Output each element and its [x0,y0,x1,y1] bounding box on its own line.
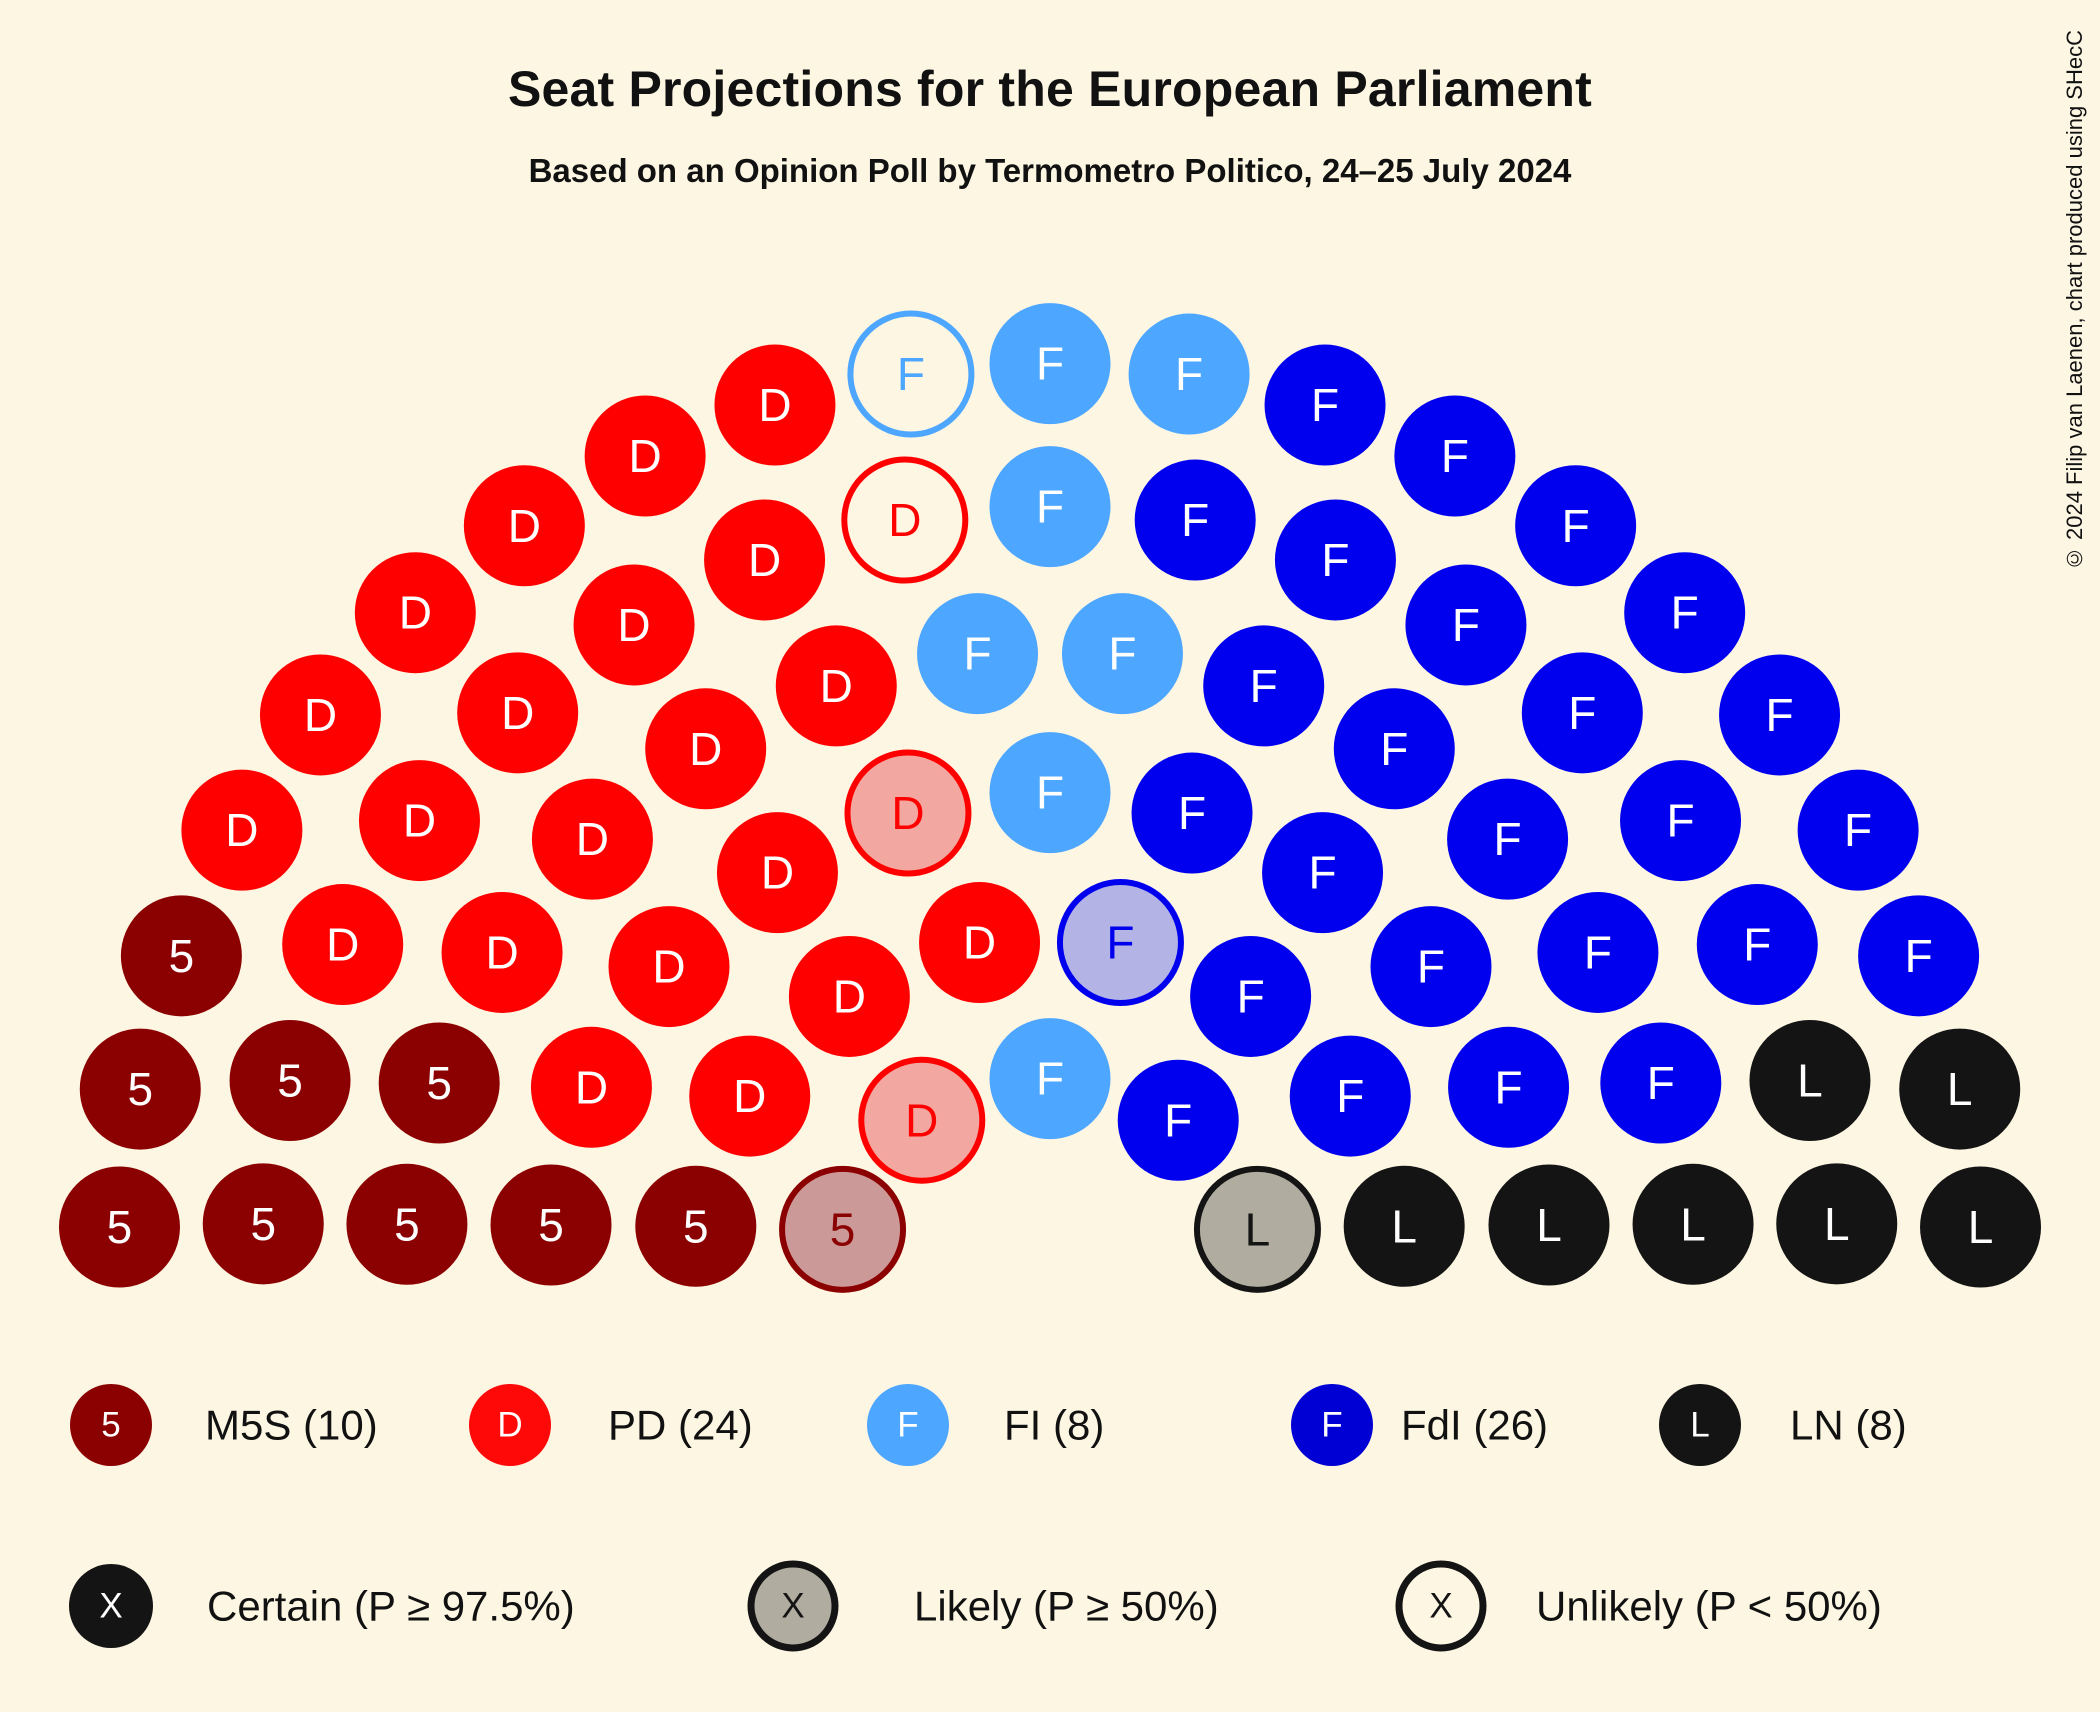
svg-text:FI (8): FI (8) [1004,1402,1104,1449]
svg-text:5: 5 [830,1203,856,1255]
svg-text:F: F [1380,723,1408,775]
svg-text:Likely (P ≥ 50%): Likely (P ≥ 50%) [914,1583,1219,1630]
svg-text:F: F [1584,926,1612,978]
svg-text:Certain (P ≥ 97.5%): Certain (P ≥ 97.5%) [207,1583,575,1630]
svg-text:D: D [833,970,866,1022]
svg-text:5: 5 [277,1055,303,1107]
svg-text:L: L [1797,1055,1823,1107]
svg-text:L: L [1680,1198,1706,1250]
svg-text:F: F [1743,919,1771,971]
svg-text:D: D [629,430,662,482]
svg-text:D: D [576,813,609,865]
svg-text:F: F [1036,767,1064,819]
svg-text:D: D [617,599,650,651]
svg-text:D: D [225,804,258,856]
svg-text:D: D [403,795,436,847]
svg-text:D: D [758,379,791,431]
svg-text:F: F [1175,348,1203,400]
svg-text:D: D [652,941,685,993]
svg-text:Unlikely (P < 50%): Unlikely (P < 50%) [1536,1583,1882,1630]
svg-text:D: D [891,787,924,839]
svg-text:D: D [733,1070,766,1122]
svg-text:5: 5 [394,1198,420,1250]
svg-text:F: F [1308,847,1336,899]
svg-text:F: F [963,628,991,680]
svg-text:F: F [1765,689,1793,741]
svg-text:F: F [1036,338,1064,390]
svg-text:F: F [1844,804,1872,856]
svg-text:D: D [501,687,534,739]
svg-text:D: D [399,587,432,639]
svg-text:F: F [1905,930,1933,982]
svg-text:D: D [689,723,722,775]
svg-text:D: D [888,494,921,546]
svg-text:D: D [485,926,518,978]
svg-text:F: F [1441,430,1469,482]
svg-text:5: 5 [107,1201,133,1253]
svg-text:5: 5 [250,1198,276,1250]
svg-text:F: F [897,348,925,400]
svg-text:X: X [1429,1587,1452,1626]
svg-text:F: F [1036,1053,1064,1105]
svg-text:L: L [1536,1199,1562,1251]
svg-text:F: F [1671,587,1699,639]
svg-text:D: D [575,1061,608,1113]
svg-text:F: F [1181,494,1209,546]
svg-text:D: D [820,660,853,712]
svg-text:F: F [1106,917,1134,969]
svg-text:D: D [326,919,359,971]
svg-text:F: F [1321,534,1349,586]
svg-text:D: D [905,1094,938,1146]
svg-text:L: L [1245,1203,1271,1255]
svg-text:F: F [1336,1070,1364,1122]
svg-text:F: F [1452,599,1480,651]
svg-text:5: 5 [683,1200,709,1252]
svg-text:5: 5 [426,1057,452,1109]
svg-text:F: F [1562,500,1590,552]
svg-text:FdI (26): FdI (26) [1401,1402,1548,1449]
svg-text:F: F [1417,941,1445,993]
svg-text:F: F [1494,813,1522,865]
svg-text:5: 5 [538,1199,564,1251]
svg-text:F: F [1108,628,1136,680]
svg-text:L: L [1391,1200,1417,1252]
svg-text:X: X [781,1587,804,1626]
svg-text:D: D [508,500,541,552]
svg-text:LN (8): LN (8) [1790,1402,1907,1449]
svg-text:L: L [1968,1201,1994,1253]
svg-text:F: F [1647,1057,1675,1109]
svg-text:L: L [1824,1198,1850,1250]
svg-text:D: D [963,917,996,969]
svg-text:F: F [1036,481,1064,533]
svg-text:D: D [761,847,794,899]
svg-text:X: X [99,1587,122,1626]
svg-text:5: 5 [101,1406,120,1445]
svg-text:F: F [1237,970,1265,1022]
svg-text:F: F [1164,1094,1192,1146]
svg-text:F: F [1495,1061,1523,1113]
svg-text:D: D [748,534,781,586]
svg-text:5: 5 [169,930,195,982]
svg-text:F: F [1250,660,1278,712]
svg-text:F: F [1311,379,1339,431]
svg-text:F: F [1178,787,1206,839]
svg-text:F: F [1321,1406,1342,1445]
svg-text:L: L [1947,1063,1973,1115]
svg-text:F: F [1568,687,1596,739]
svg-text:D: D [497,1406,522,1445]
svg-text:5: 5 [127,1063,153,1115]
svg-text:D: D [304,689,337,741]
svg-text:L: L [1690,1406,1709,1445]
svg-text:M5S (10): M5S (10) [205,1402,378,1449]
svg-text:F: F [897,1406,918,1445]
svg-text:F: F [1666,795,1694,847]
svg-text:PD (24): PD (24) [608,1402,753,1449]
